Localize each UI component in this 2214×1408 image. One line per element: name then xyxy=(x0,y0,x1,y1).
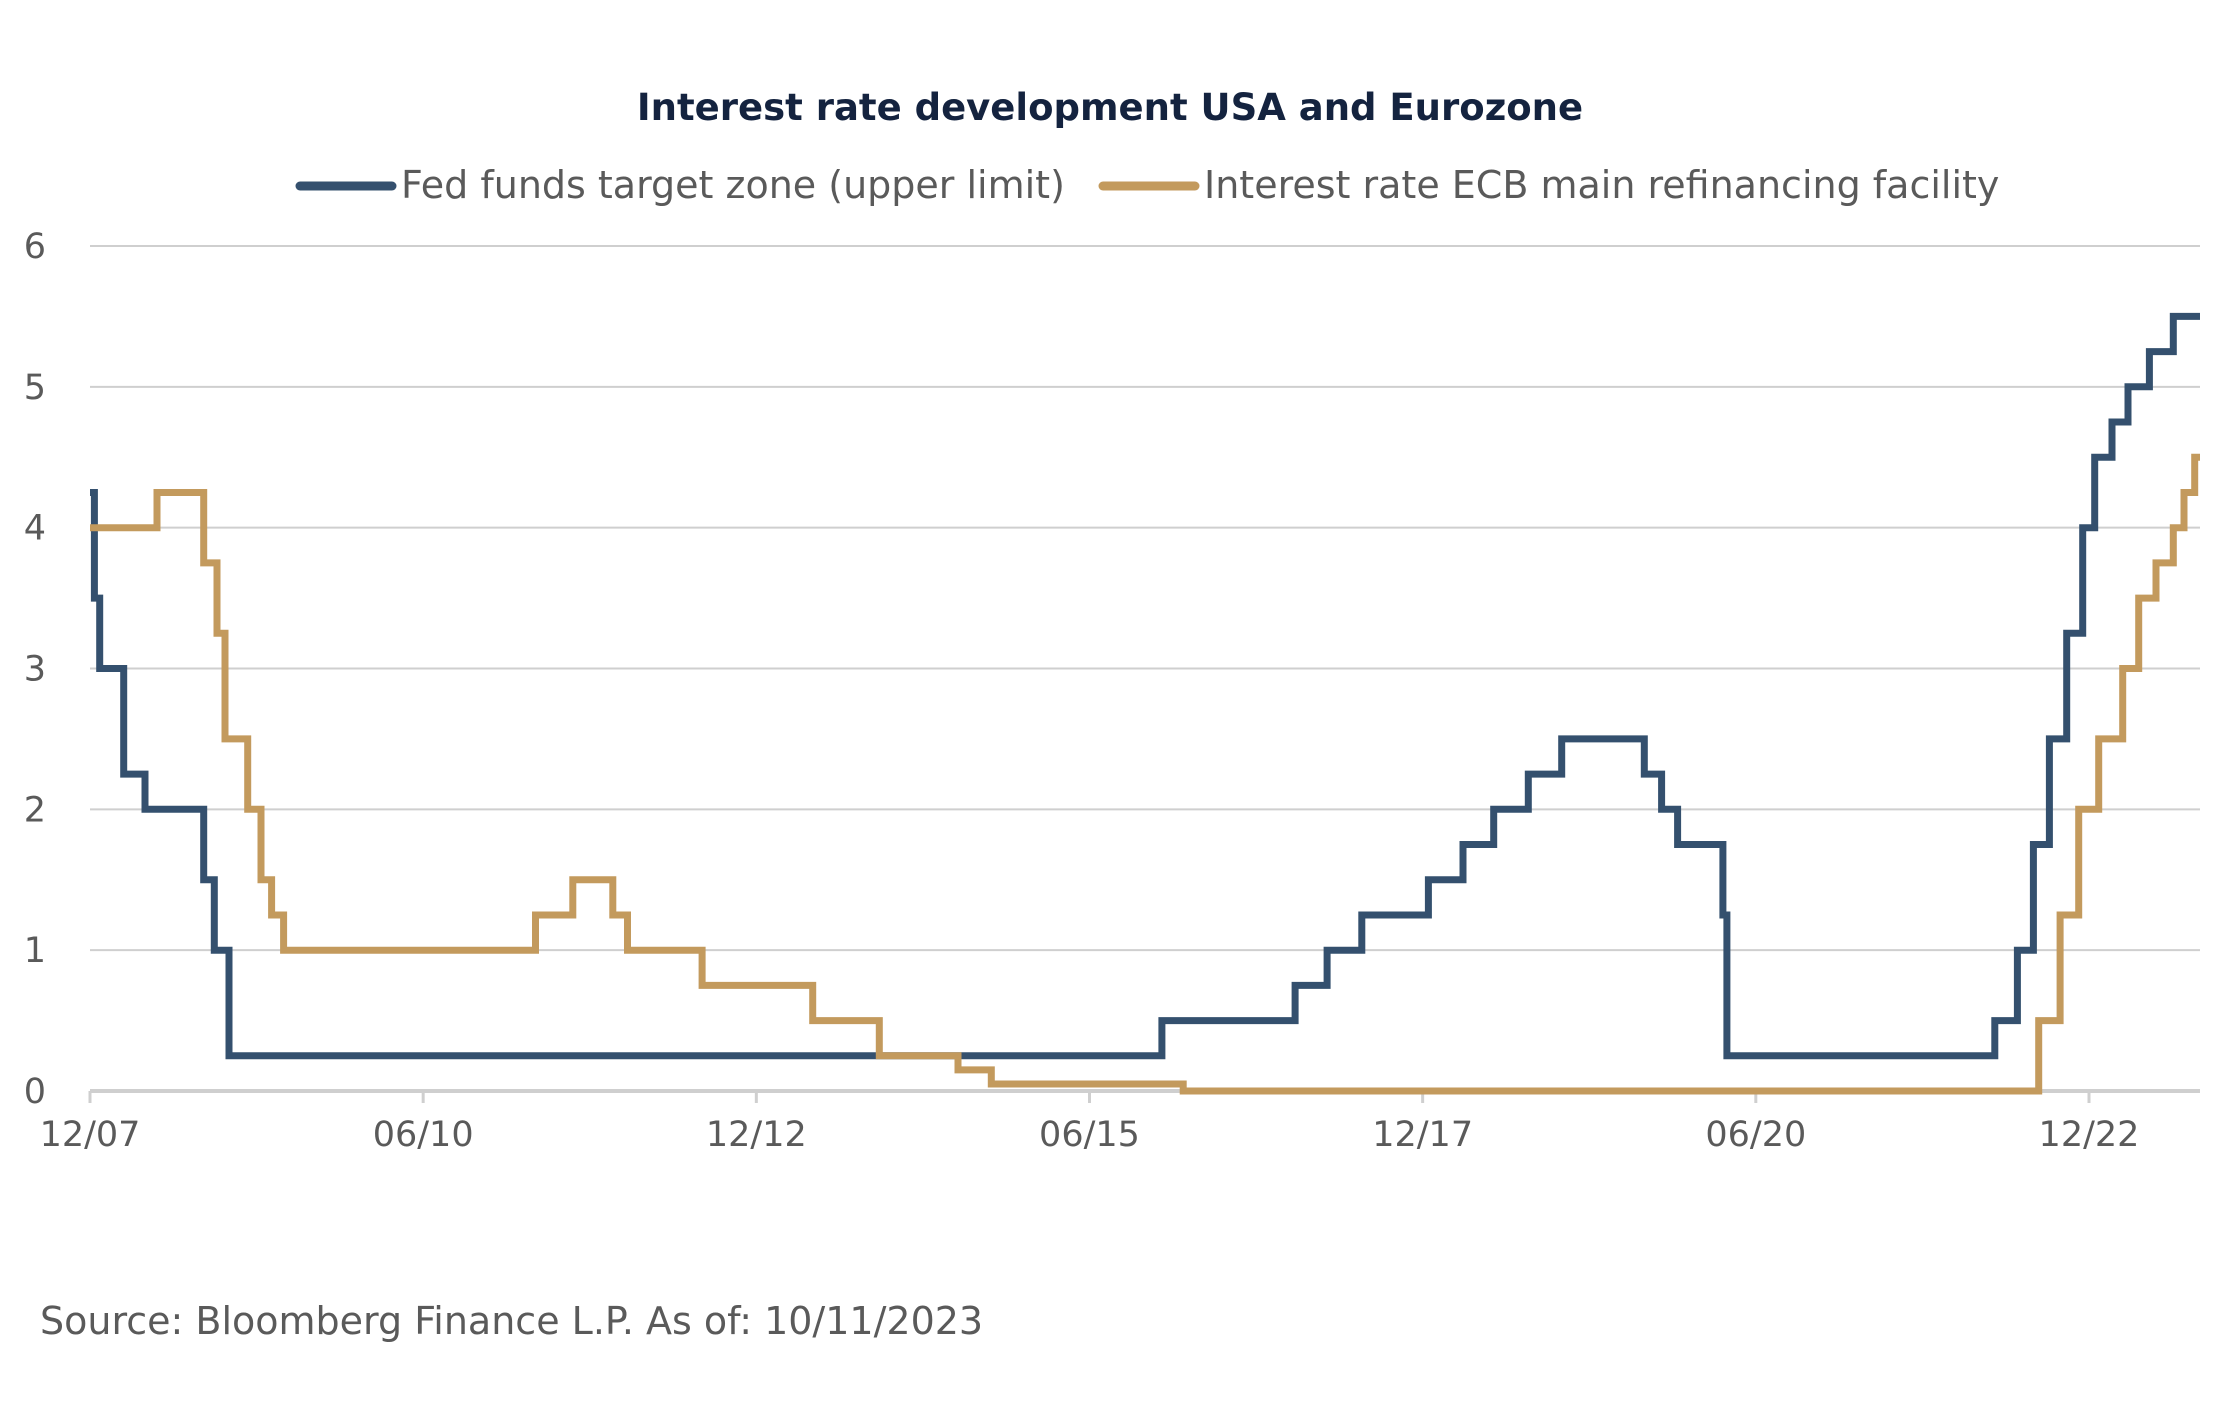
x-tick-label: 12/12 xyxy=(706,1115,807,1155)
series-line-fed-funds xyxy=(90,312,2200,1060)
y-tick-label: 4 xyxy=(24,509,46,549)
y-tick-label: 2 xyxy=(24,790,46,830)
y-tick-label: 3 xyxy=(24,650,46,690)
y-tick-label: 1 xyxy=(24,931,46,971)
x-axis: 12/07 06/10 12/12 06/15 12/17 06/20 12/22 xyxy=(40,1091,2140,1155)
x-tick-label: 06/10 xyxy=(373,1115,474,1155)
x-tick-label: 12/17 xyxy=(1372,1115,1473,1155)
y-tick-label: 5 xyxy=(24,368,46,408)
y-tick-label: 0 xyxy=(24,1072,46,1112)
legend-label-ecb: Interest rate ECB main refinancing facil… xyxy=(1204,163,1999,207)
y-axis: 0 1 2 3 4 5 6 xyxy=(24,227,46,1112)
y-tick-label: 6 xyxy=(24,227,46,267)
source-note: Source: Bloomberg Finance L.P. As of: 10… xyxy=(40,1299,983,1343)
x-tick-label: 06/20 xyxy=(1705,1115,1806,1155)
legend-label-fed: Fed funds target zone (upper limit) xyxy=(401,163,1065,207)
x-tick-label: 06/15 xyxy=(1039,1115,1140,1155)
x-tick-label: 12/07 xyxy=(40,1115,141,1155)
gridlines xyxy=(90,245,2200,1093)
x-tick-label: 12/22 xyxy=(2039,1115,2140,1155)
chart-title: Interest rate development USA and Eurozo… xyxy=(637,86,1583,129)
series xyxy=(90,312,2200,1095)
series-line-ecb-refi xyxy=(90,453,2200,1095)
legend: Fed funds target zone (upper limit) Inte… xyxy=(295,163,1999,207)
